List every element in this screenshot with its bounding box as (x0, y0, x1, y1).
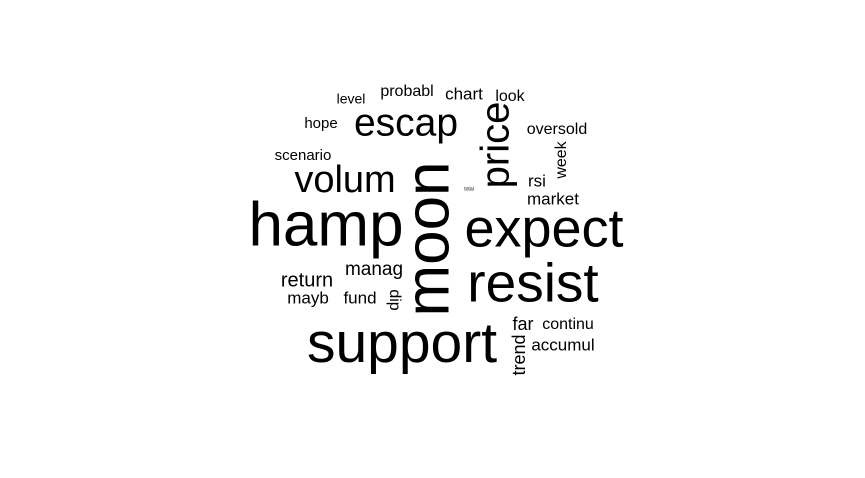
word-continu: continu (542, 316, 594, 333)
word-level: level (337, 91, 366, 107)
word-dip: dip (386, 289, 403, 310)
word-resist: resist (467, 252, 598, 314)
word-accumul: accumul (531, 335, 594, 354)
word-price: price (474, 102, 518, 189)
word-hope: hope (304, 115, 337, 132)
word-market: market (527, 189, 579, 208)
word-mayb: mayb (287, 288, 329, 307)
word-hamp: hamp (248, 190, 403, 259)
word-scenario: scenario (275, 147, 332, 164)
word-far: far (512, 314, 533, 334)
word-cloud-words: hamp moon expect support resist price es… (248, 83, 623, 375)
word-rsi: rsi (528, 171, 546, 190)
word-look: look (495, 88, 525, 105)
word-week: week (553, 140, 570, 179)
word-chart: chart (445, 84, 483, 103)
word-expect: expect (464, 198, 623, 258)
word-oversold: oversold (527, 121, 587, 138)
word-escap: escap (354, 101, 458, 144)
word-support: support (307, 311, 497, 375)
word-probabl: probabl (380, 83, 433, 100)
word-return: return (281, 269, 333, 291)
word-volum: volum (294, 159, 395, 201)
word-total: total (464, 186, 473, 192)
word-moon: moon (393, 161, 462, 316)
word-fund: fund (343, 288, 376, 307)
word-manag: manag (345, 259, 403, 280)
word-trend: trend (509, 334, 529, 375)
